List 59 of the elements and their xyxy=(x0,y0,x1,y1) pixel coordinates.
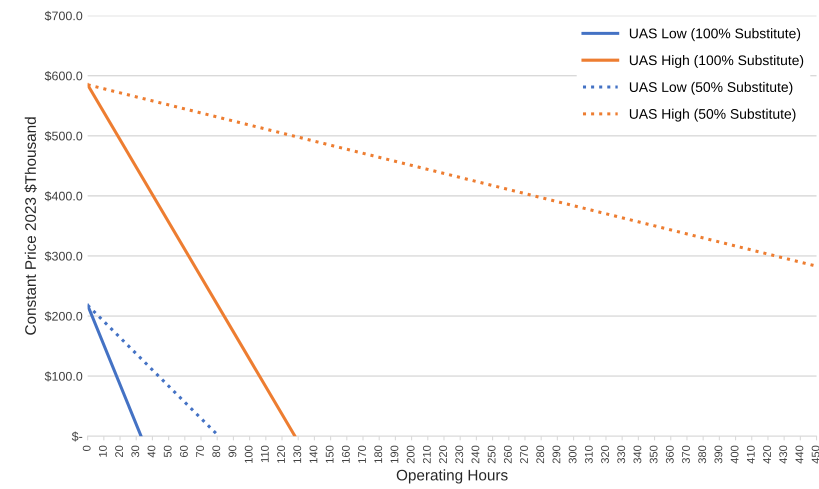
x-tick-label: 60 xyxy=(180,446,188,458)
y-tick-label: $100.0 xyxy=(44,371,82,382)
legend-label: UAS Low (50% Substitute) xyxy=(630,82,792,95)
y-tick-label: $- xyxy=(72,431,82,442)
x-tick-label: 360 xyxy=(666,446,674,464)
x-tick-label: 120 xyxy=(277,446,285,463)
legend-label: UAS High (50% Substitute) xyxy=(630,108,796,122)
x-tick-label: 300 xyxy=(568,446,577,464)
legend-label: UAS High (100% Substitute) xyxy=(630,54,804,68)
x-tick-label: 230 xyxy=(455,446,464,464)
x-tick-label: 270 xyxy=(520,446,528,464)
x-tick-label: 280 xyxy=(536,446,544,464)
x-tick-label: 80 xyxy=(212,446,220,458)
x-axis-title: Operating Hours xyxy=(396,469,508,484)
x-tick-label: 0 xyxy=(82,446,91,451)
x-tick-label: 400 xyxy=(730,446,739,464)
x-tick-label: 350 xyxy=(650,446,658,464)
x-tick-label: 440 xyxy=(795,446,804,464)
x-tick-label: 170 xyxy=(358,446,366,463)
x-tick-label: 310 xyxy=(584,446,593,464)
y-axis-title: Constant Price 2023 $Thousand xyxy=(24,117,37,335)
x-tick-label: 320 xyxy=(601,446,609,464)
y-tick-label: $200.0 xyxy=(44,311,82,322)
y-tick-label: $500.0 xyxy=(44,131,82,142)
x-tick-label: 240 xyxy=(472,446,480,464)
x-tick-label: 340 xyxy=(633,446,642,464)
x-tick-label: 50 xyxy=(164,446,172,458)
x-tick-label: 30 xyxy=(131,446,140,458)
x-tick-label: 140 xyxy=(310,446,318,463)
x-tick-label: 110 xyxy=(260,446,269,462)
x-tick-label: 430 xyxy=(779,446,788,464)
x-tick-label: 130 xyxy=(293,446,302,463)
x-tick-label: 370 xyxy=(682,446,690,464)
x-tick-label: 70 xyxy=(196,446,204,458)
x-tick-label: 410 xyxy=(746,446,755,464)
x-tick-label: 290 xyxy=(552,446,560,464)
y-tick-label: $600.0 xyxy=(44,71,82,82)
x-tick-label: 90 xyxy=(228,446,236,458)
x-tick-label: 200 xyxy=(406,446,415,464)
x-tick-label: 220 xyxy=(439,446,447,464)
x-tick-label: 20 xyxy=(115,446,124,458)
x-tick-label: 380 xyxy=(698,446,706,464)
x-tick-label: 160 xyxy=(342,446,350,463)
x-tick-label: 420 xyxy=(763,446,771,464)
y-tick-label: $400.0 xyxy=(44,191,82,202)
x-tick-label: 100 xyxy=(244,446,253,463)
x-tick-label: 390 xyxy=(714,446,722,464)
y-tick-label: $300.0 xyxy=(44,251,82,262)
x-tick-label: 150 xyxy=(326,446,334,463)
y-tick-label: $700.0 xyxy=(44,10,82,22)
x-tick-label: 250 xyxy=(488,446,496,464)
x-tick-label: 40 xyxy=(148,446,156,458)
x-tick-label: 260 xyxy=(504,446,512,464)
x-tick-label: 210 xyxy=(422,446,431,464)
x-tick-label: 10 xyxy=(98,446,107,457)
legend-label: UAS Low (100% Substitute) xyxy=(630,28,800,42)
x-tick-label: 330 xyxy=(617,446,626,464)
x-tick-label: 190 xyxy=(390,446,398,463)
x-tick-label: 180 xyxy=(374,446,382,463)
